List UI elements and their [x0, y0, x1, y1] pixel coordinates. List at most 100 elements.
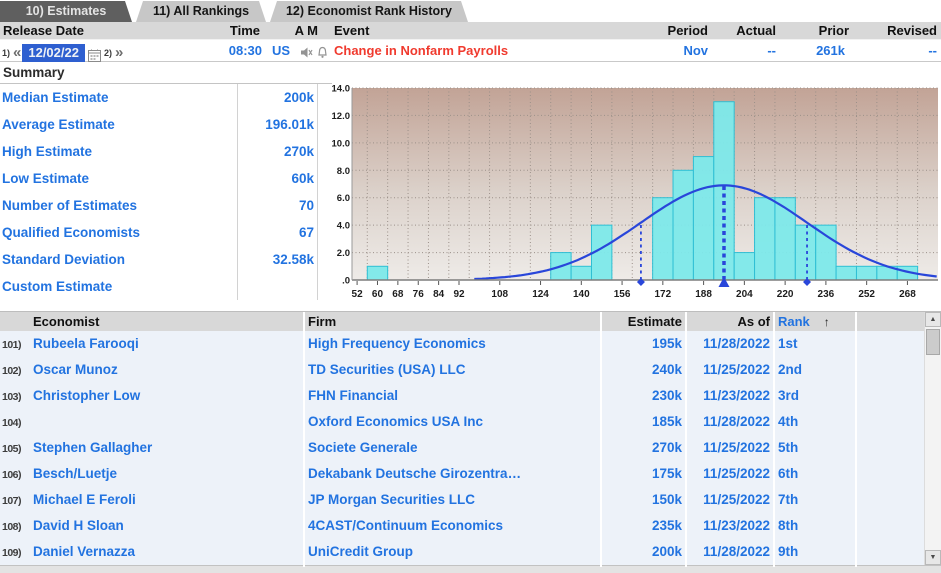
summary-value: 196.01k — [238, 111, 318, 138]
estimate-value: 200k — [600, 539, 685, 567]
event-name[interactable]: Change in Nonfarm Payrolls — [334, 43, 509, 58]
svg-text:108: 108 — [491, 289, 508, 300]
row-number: 102) — [2, 365, 22, 377]
mean-sigma-lines — [640, 185, 808, 280]
row-number: 103) — [2, 391, 22, 403]
alert-monitor-header: A M — [294, 23, 318, 38]
table-row[interactable]: 107) Michael E Feroli JP Morgan Securities… — [0, 487, 941, 515]
normal-curve — [474, 184, 937, 281]
as-of-date: 11/25/2022 — [685, 357, 773, 385]
svg-text:52: 52 — [352, 289, 364, 300]
estimate-value: 270k — [600, 435, 685, 463]
table-row[interactable]: 109) Daniel Vernazza UniCredit Group 200k 11… — [0, 539, 941, 567]
svg-text:14.0: 14.0 — [332, 84, 350, 95]
firm-name[interactable]: JP Morgan Securities LLC — [303, 487, 600, 515]
table-row[interactable]: 106) Besch/Luetje Dekabank Deutsche Giroze… — [0, 461, 941, 489]
svg-text:140: 140 — [573, 289, 590, 300]
prev-release-button[interactable]: « — [13, 44, 21, 61]
rank-value: 5th — [773, 435, 855, 463]
release-date-field[interactable]: 12/02/22 — [22, 44, 85, 62]
row-filler — [855, 513, 941, 541]
row-number: 106) — [2, 469, 22, 481]
economist-name[interactable]: Michael E Feroli — [33, 492, 136, 507]
economist-name[interactable]: David H Sloan — [33, 518, 124, 533]
table-row[interactable]: 103) Christopher Low FHN Financial 230k 11/2… — [0, 383, 941, 411]
time-header: Time — [229, 23, 260, 38]
economist-name[interactable]: Oscar Munoz — [33, 362, 118, 377]
economist-name[interactable]: Christopher Low — [33, 388, 141, 403]
firm-name[interactable]: 4CAST/Continuum Economics — [303, 513, 600, 541]
firm-name[interactable]: Dekabank Deutsche Girozentra… — [303, 461, 600, 489]
row-filler — [855, 539, 941, 567]
table-row[interactable]: 101) Rubeela Farooqi High Frequency Econom… — [0, 331, 941, 359]
summary-rows: Median Estimate 200k Average Estimate 196.0… — [0, 84, 332, 300]
economist-column-header[interactable]: Economist — [33, 314, 100, 329]
firm-name[interactable]: Oxford Economics USA Inc — [303, 409, 600, 437]
calendar-icon[interactable] — [87, 47, 101, 62]
row-filler — [855, 409, 941, 437]
table-row[interactable]: 108) David H Sloan 4CAST/Continuum Economi… — [0, 513, 941, 541]
next-release-button[interactable]: » — [114, 44, 123, 61]
asof-column-header[interactable]: As of — [685, 312, 773, 332]
release-header-row: Release Date Time A M Event Period Actua… — [0, 22, 941, 40]
tab-all-rankings[interactable]: 11) All Rankings — [136, 1, 266, 22]
prior-header: Prior — [818, 23, 849, 38]
table-row[interactable]: 104) Oxford Economics USA Inc 185k 11/28/20… — [0, 409, 941, 437]
svg-text:204: 204 — [736, 289, 753, 300]
as-of-date: 11/25/2022 — [685, 461, 773, 489]
estimate-value: 195k — [600, 331, 685, 359]
scrollbar-track[interactable] — [925, 357, 941, 550]
summary-label: Median Estimate — [0, 84, 238, 111]
firm-name[interactable]: Societe Generale — [303, 435, 600, 463]
summary-row: Number of Estimates 70 — [0, 192, 332, 219]
summary-label: Qualified Economists — [0, 219, 238, 246]
estimate-column-header[interactable]: Estimate — [600, 312, 685, 332]
summary-label: High Estimate — [0, 138, 238, 165]
svg-text:4.0: 4.0 — [337, 221, 350, 232]
firm-column-header[interactable]: Firm — [303, 312, 600, 332]
firm-name[interactable]: UniCredit Group — [303, 539, 600, 567]
economist-name[interactable]: Besch/Luetje — [33, 466, 118, 481]
vertical-scrollbar[interactable]: ▲ ▼ — [924, 312, 941, 565]
svg-text:156: 156 — [614, 289, 631, 300]
summary-title: Summary — [0, 62, 332, 84]
scroll-up-button[interactable]: ▲ — [925, 312, 941, 327]
country-code: US — [272, 43, 291, 58]
summary-value[interactable] — [238, 273, 318, 300]
bell-icon[interactable] — [316, 44, 329, 66]
table-row[interactable]: 102) Oscar Munoz TD Securities (USA) LLC 24… — [0, 357, 941, 385]
economist-name[interactable]: Rubeela Farooqi — [33, 336, 139, 351]
as-of-date: 11/25/2022 — [685, 435, 773, 463]
scroll-down-button[interactable]: ▼ — [925, 550, 941, 565]
svg-text:92: 92 — [453, 289, 465, 300]
economist-name[interactable] — [30, 409, 303, 437]
as-of-date: 11/25/2022 — [685, 487, 773, 515]
firm-name[interactable]: High Frequency Economics — [303, 331, 600, 359]
prev-release-key: 1) — [2, 48, 11, 58]
table-row[interactable]: 105) Stephen Gallagher Societe Generale 270… — [0, 435, 941, 463]
economist-name[interactable]: Daniel Vernazza — [33, 544, 136, 559]
firm-name[interactable]: TD Securities (USA) LLC — [303, 357, 600, 385]
period-value: Nov — [683, 43, 708, 58]
rank-value: 6th — [773, 461, 855, 489]
economist-name[interactable]: Stephen Gallagher — [33, 440, 153, 455]
svg-text:2.0: 2.0 — [337, 248, 350, 259]
tab-economist-rank-history[interactable]: 12) Economist Rank History — [270, 1, 468, 22]
summary-value: 200k — [238, 84, 318, 111]
table-header-row: Economist Firm Estimate As of Rank ↑ — [0, 311, 941, 332]
y-axis-labels: 14.0 12.0 10.0 8.0 6.0 4.0 2.0 .0 — [332, 84, 351, 287]
scrollbar-thumb[interactable] — [926, 329, 940, 355]
tab-bar: 10) Estimates 11) All Rankings 12) Economi… — [0, 0, 941, 22]
svg-text:76: 76 — [413, 289, 425, 300]
row-filler — [855, 487, 941, 515]
bottom-scrollbar-strip — [0, 565, 941, 573]
sigma-marker — [636, 278, 645, 286]
summary-label: Average Estimate — [0, 111, 238, 138]
event-header: Event — [334, 23, 370, 38]
speaker-icon[interactable] — [300, 44, 313, 66]
row-filler — [855, 435, 941, 463]
firm-name[interactable]: FHN Financial — [303, 383, 600, 411]
rank-column-header[interactable]: Rank ↑ — [773, 312, 855, 332]
tab-estimates[interactable]: 10) Estimates — [0, 1, 132, 22]
